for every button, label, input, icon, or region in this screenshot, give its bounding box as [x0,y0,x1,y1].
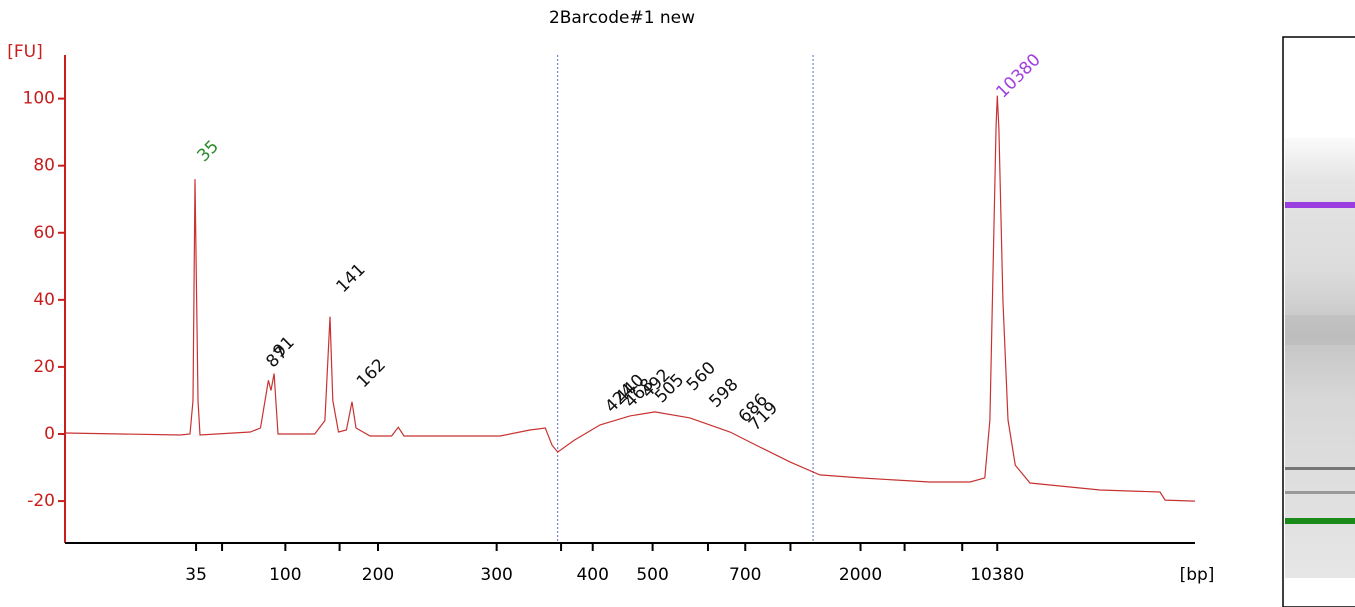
gel-band [1285,315,1355,345]
gel-band [1285,491,1355,494]
x-tick-label: 700 [729,565,761,585]
y-tick-label: 80 [33,156,55,176]
x-tick-label: 10380 [970,565,1024,585]
x-tick-label: 200 [362,565,394,585]
trace [64,95,1196,502]
x-tick-label: 400 [576,565,608,585]
x-axis-label: [bp] [1180,565,1215,585]
y-tick-label: 40 [33,290,55,310]
gel-band [1285,518,1355,524]
peak-label: 10380 [992,50,1044,102]
gel-band [1285,202,1355,208]
x-tick-label: 100 [269,565,301,585]
gel-band [1285,467,1355,470]
x-tick-label: 500 [636,565,668,585]
y-tick-label: 100 [23,89,55,109]
y-tick-label: 60 [33,223,55,243]
y-tick-label: 0 [44,424,55,444]
y-axis-label: [FU] [7,42,43,62]
y-tick-label: 20 [33,357,55,377]
gel-lane [1282,36,1355,607]
gel-background [1285,138,1355,578]
peak-label: 162 [353,355,390,392]
x-tick-label: 300 [480,565,512,585]
peak-label: 141 [333,260,370,297]
x-tick-label: 35 [185,565,207,585]
x-tick-label: 2000 [839,565,882,585]
y-tick-label: -20 [27,491,55,511]
peak-label: 35 [194,137,223,166]
chart-title: 2Barcode#1 new [549,8,695,28]
